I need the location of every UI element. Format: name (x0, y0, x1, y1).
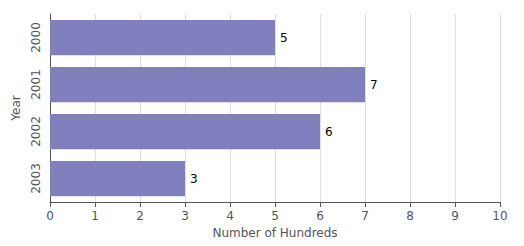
svg-text:2002: 2002 (29, 116, 43, 147)
svg-text:5: 5 (280, 31, 288, 45)
svg-text:2: 2 (136, 209, 144, 223)
svg-text:9: 9 (451, 209, 459, 223)
svg-text:Year: Year (9, 95, 23, 121)
svg-text:1: 1 (91, 209, 99, 223)
svg-text:8: 8 (406, 209, 414, 223)
svg-text:3: 3 (190, 172, 198, 186)
svg-text:2001: 2001 (29, 69, 43, 100)
svg-text:2000: 2000 (29, 22, 43, 53)
svg-text:4: 4 (226, 209, 234, 223)
svg-text:7: 7 (370, 78, 378, 92)
svg-text:0: 0 (46, 209, 54, 223)
svg-text:7: 7 (361, 209, 369, 223)
svg-text:3: 3 (181, 209, 189, 223)
svg-text:6: 6 (316, 209, 324, 223)
svg-text:10: 10 (492, 209, 507, 223)
svg-text:2003: 2003 (29, 163, 43, 194)
svg-text:6: 6 (325, 125, 333, 139)
svg-text:Number of Hundreds: Number of Hundreds (212, 226, 337, 240)
svg-text:5: 5 (271, 209, 279, 223)
